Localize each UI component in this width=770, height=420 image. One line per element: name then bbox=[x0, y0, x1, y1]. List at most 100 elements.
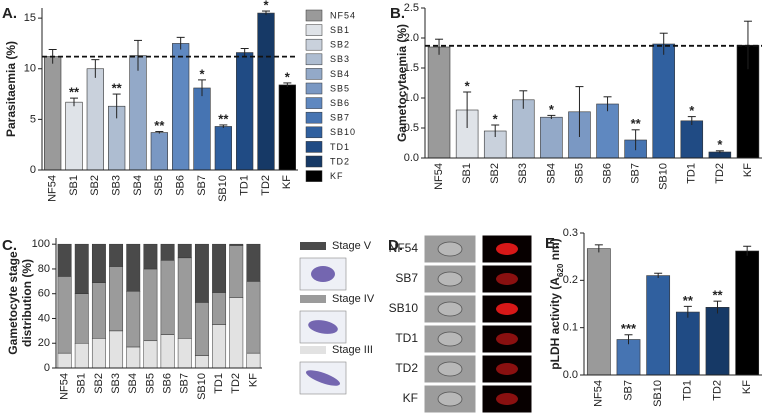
legend-label: SB3 bbox=[330, 54, 350, 64]
row-label: NF54 bbox=[389, 241, 419, 255]
x-tick-label: SB2 bbox=[489, 163, 501, 184]
row-label: SB7 bbox=[395, 271, 418, 285]
x-tick-label: TD1 bbox=[682, 380, 694, 401]
x-tick-label: SB10 bbox=[217, 175, 229, 202]
error-bar bbox=[659, 32, 668, 55]
error-bar bbox=[219, 124, 228, 128]
significance: * bbox=[263, 0, 269, 12]
stack-segment bbox=[246, 243, 261, 282]
x-tick-label: TD1 bbox=[213, 373, 225, 394]
significance: * bbox=[549, 102, 555, 117]
legend-label: Stage III bbox=[332, 344, 373, 356]
legend-label: SB7 bbox=[330, 113, 350, 123]
y-tick-label: 20 bbox=[38, 337, 50, 349]
error-bar bbox=[262, 10, 270, 16]
y-tick-label: 80 bbox=[38, 263, 50, 275]
error-bar bbox=[715, 150, 724, 154]
stack-segment bbox=[212, 243, 227, 293]
legend-label: SB4 bbox=[330, 69, 350, 79]
stack-segment bbox=[57, 276, 72, 354]
y-label-sub: 620 bbox=[556, 263, 565, 277]
significance: * bbox=[465, 78, 471, 93]
stack-segment bbox=[91, 282, 106, 339]
x-tick-label: SB7 bbox=[622, 380, 634, 401]
error-bar bbox=[631, 129, 640, 151]
y-axis-label: pLDH activity (A620 nm) bbox=[548, 238, 564, 369]
y-tick-label: 1.5 bbox=[404, 62, 419, 74]
significance: * bbox=[689, 103, 695, 118]
stack-segment bbox=[212, 324, 227, 369]
cell bbox=[437, 361, 463, 377]
bar bbox=[680, 120, 704, 159]
x-tick-label: SB6 bbox=[601, 163, 613, 184]
legend-swatch bbox=[305, 38, 323, 51]
x-tick-label: TD2 bbox=[260, 175, 272, 196]
signal bbox=[496, 273, 518, 285]
stack-segment bbox=[91, 338, 106, 369]
stack-segment bbox=[143, 268, 158, 342]
parasite bbox=[305, 370, 341, 386]
parasite bbox=[308, 320, 338, 334]
bar bbox=[596, 103, 619, 159]
x-tick-label: SB5 bbox=[573, 163, 585, 184]
y-axis-label: Gametocyte stage bbox=[6, 251, 20, 355]
bar bbox=[646, 275, 671, 376]
legend-swatch bbox=[305, 9, 323, 22]
x-tick-label: SB1 bbox=[76, 373, 88, 394]
stack-segment bbox=[229, 243, 244, 246]
panel-label: C. bbox=[2, 237, 17, 254]
x-tick-label: SB10 bbox=[652, 380, 664, 407]
bar bbox=[129, 55, 147, 171]
x-tick-label: SB7 bbox=[196, 175, 208, 196]
x-tick-label: SB4 bbox=[545, 163, 557, 184]
x-tick-label: SB1 bbox=[68, 175, 80, 196]
x-tick-label: SB5 bbox=[153, 175, 165, 196]
x-tick-label: SB1 bbox=[461, 163, 473, 184]
error-bar bbox=[134, 39, 142, 71]
cell bbox=[437, 331, 463, 347]
bar bbox=[44, 56, 62, 171]
x-tick-label: SB6 bbox=[175, 175, 187, 196]
stack-segment bbox=[109, 330, 124, 369]
stack-segment bbox=[177, 243, 192, 259]
significance: ** bbox=[112, 81, 123, 96]
error-bar bbox=[713, 300, 722, 314]
y-tick-label: 0.1 bbox=[563, 322, 578, 334]
bar bbox=[540, 116, 563, 159]
error-bar bbox=[603, 96, 612, 112]
row-label: SB10 bbox=[389, 301, 419, 315]
legend-label: SB10 bbox=[330, 127, 356, 137]
x-tick-label: SB6 bbox=[161, 373, 173, 394]
legend-swatch bbox=[300, 346, 326, 354]
y-tick-label: 1.0 bbox=[404, 92, 419, 104]
legend-swatch bbox=[305, 53, 323, 66]
legend-swatch bbox=[305, 141, 323, 153]
x-tick-label: SB4 bbox=[132, 175, 144, 196]
x-tick-label: NF54 bbox=[433, 163, 445, 190]
error-bar bbox=[654, 272, 663, 278]
y-tick-label: 0.5 bbox=[404, 122, 419, 134]
x-tick-label: SB7 bbox=[630, 163, 642, 184]
legend-swatch bbox=[305, 126, 323, 139]
y-tick-label: 100 bbox=[32, 238, 50, 250]
signal bbox=[496, 303, 518, 315]
y-tick-label: 0.3 bbox=[563, 227, 578, 239]
bar bbox=[675, 311, 700, 376]
stack-segment bbox=[177, 338, 192, 369]
stack-segment bbox=[194, 243, 209, 303]
stack-segment bbox=[160, 243, 175, 261]
panel-label: A. bbox=[2, 5, 17, 22]
significance: * bbox=[285, 69, 291, 84]
x-tick-label: TD2 bbox=[714, 163, 726, 184]
legend-swatch bbox=[300, 295, 326, 303]
bar bbox=[616, 339, 641, 376]
y-tick-label: 0.2 bbox=[563, 274, 578, 286]
legend-label: KF bbox=[330, 171, 344, 181]
error-bar bbox=[594, 244, 603, 253]
x-tick-label: NF54 bbox=[58, 373, 70, 400]
significance: *** bbox=[621, 321, 637, 336]
bar bbox=[257, 12, 275, 171]
x-tick-label: SB10 bbox=[658, 163, 670, 190]
legend-label: SB1 bbox=[330, 25, 350, 35]
